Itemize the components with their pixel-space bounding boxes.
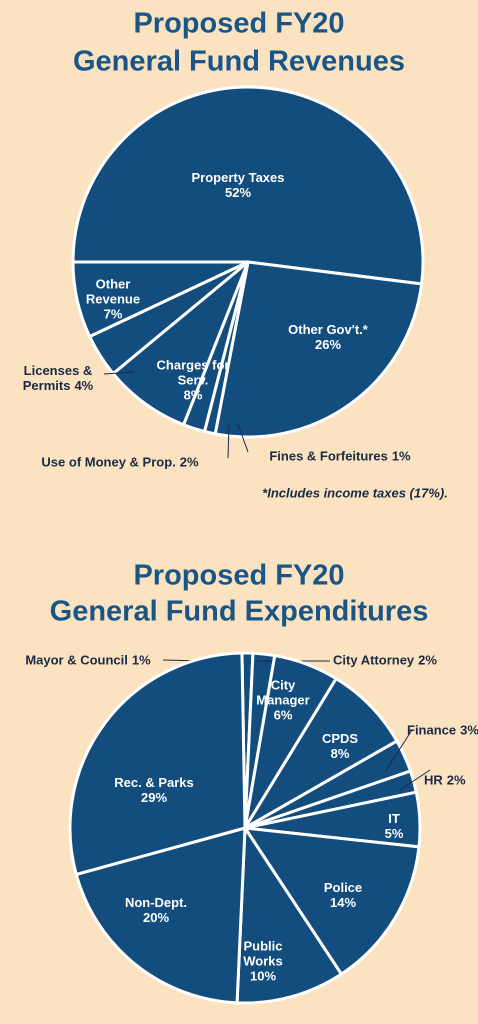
chart-title: Proposed FY20 xyxy=(133,559,345,592)
slice-label: Other Revenue 7% xyxy=(78,277,148,322)
category-label: CPDS xyxy=(321,731,359,746)
pie-slice xyxy=(74,826,247,1005)
callout-line xyxy=(103,371,135,375)
slice-label: Rec. & Parks 29% xyxy=(109,775,199,805)
category-label: Rec. & Parks xyxy=(114,775,194,790)
chart-title: Proposed FY20 xyxy=(133,7,345,40)
callout-line xyxy=(399,769,431,791)
value-label: 29% xyxy=(140,790,168,805)
footnote: *Includes income taxes (17%). xyxy=(262,485,448,501)
value-label: 4% xyxy=(74,378,94,393)
value-label: 1% xyxy=(131,652,151,668)
slice-label: Other Gov't.* 26% xyxy=(273,322,383,352)
callout-line xyxy=(227,424,230,459)
category-label: Use of Money & Prop. xyxy=(41,454,176,470)
slice-label: Charges for Serv. 8% xyxy=(153,358,233,403)
slice-label: Licenses & Permits 4% xyxy=(13,363,103,393)
pie-slice xyxy=(68,651,247,876)
category-label: HR xyxy=(424,772,443,788)
category-label: Non-Dept. xyxy=(124,895,188,910)
slice-label: CPDS 8% xyxy=(310,731,370,761)
category-label: Licenses & Permits xyxy=(22,363,93,393)
category-label: City Attorney xyxy=(333,652,415,668)
slice-label: Public Works 10% xyxy=(228,939,298,984)
category-label: Charges for Serv. xyxy=(156,357,230,388)
value-label: 6% xyxy=(273,707,293,723)
pie-slice xyxy=(235,826,343,1005)
value-label: 5% xyxy=(384,826,404,841)
value-label: 52% xyxy=(224,185,252,200)
category-label: Other Gov't.* xyxy=(288,322,368,337)
pie-slice xyxy=(71,260,250,339)
value-label: 26% xyxy=(314,337,342,352)
value-label: 8% xyxy=(183,387,203,403)
slice-label: Fines & Forfeitures 1% xyxy=(240,449,440,464)
slice-label: Non-Dept. 20% xyxy=(111,895,201,925)
category-label: Fines & Forfeitures xyxy=(269,448,388,464)
value-label: 2% xyxy=(418,652,437,668)
slice-label: HR 2% xyxy=(424,772,466,788)
slice-label: Mayor & Council 1% xyxy=(3,653,173,668)
pie-slice xyxy=(71,85,425,286)
slice-label: City Manager 6% xyxy=(253,678,313,723)
chart-title: General Fund Expenditures xyxy=(49,595,429,628)
value-label: 2% xyxy=(179,454,199,470)
category-label: Other Revenue xyxy=(85,276,141,307)
category-label: Public Works xyxy=(243,938,283,969)
value-label: 10% xyxy=(249,968,277,984)
value-label: 8% xyxy=(330,746,350,761)
value-label: 1% xyxy=(391,448,411,464)
callout-line xyxy=(384,729,413,773)
slice-label: Use of Money & Prop. 2% xyxy=(5,455,235,470)
category-label: Mayor & Council xyxy=(25,652,128,668)
value-label: 20% xyxy=(142,910,170,925)
slice-label: Police 14% xyxy=(303,880,383,910)
category-label: Finance xyxy=(407,722,457,738)
category-label: City Manager xyxy=(256,677,310,708)
pie-slice xyxy=(213,260,424,439)
value-label: 3% xyxy=(460,722,478,738)
slice-label: City Attorney 2% xyxy=(310,653,460,668)
value-label: 7% xyxy=(103,306,123,322)
category-label: Police xyxy=(323,880,363,895)
value-label: 14% xyxy=(329,895,357,910)
slice-label: IT 5% xyxy=(374,811,414,841)
value-label: 2% xyxy=(446,772,466,788)
callout-line xyxy=(237,423,249,453)
slice-label: Property Taxes 52% xyxy=(168,170,308,200)
category-label: Property Taxes xyxy=(191,170,285,185)
category-label: IT xyxy=(388,811,400,826)
chart-title: General Fund Revenues xyxy=(73,45,405,78)
pie-slice xyxy=(243,826,421,976)
slice-label: Finance 3% xyxy=(407,722,478,738)
